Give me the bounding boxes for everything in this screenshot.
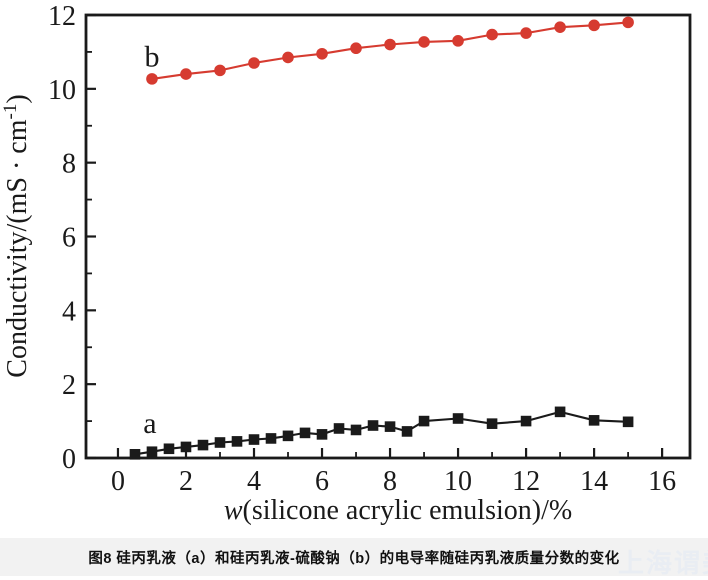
series-b-point <box>214 64 226 77</box>
series-b-point <box>282 51 294 64</box>
y-axis-tick-label: 4 <box>62 296 76 327</box>
series-a-point <box>299 427 311 439</box>
y-axis-tick-label: 6 <box>62 223 76 254</box>
series-a-point <box>588 415 600 426</box>
series-a-point <box>214 437 226 448</box>
series-a-line <box>134 410 629 456</box>
series-b-point <box>248 57 260 69</box>
series-b-point <box>350 42 362 55</box>
series-b-point <box>146 73 158 85</box>
y-axis-tick-label: 2 <box>62 370 76 401</box>
series-a-point <box>520 415 532 427</box>
y-axis-tick-label: 12 <box>48 1 76 32</box>
figure-caption: 图8 硅丙乳液（a）和硅丙乳液-硫酸钠（b）的电导率随硅丙乳液质量分数的变化 <box>88 550 620 567</box>
series-a-point <box>129 449 141 460</box>
series-a-point <box>265 433 277 444</box>
series-b-point <box>486 28 498 41</box>
series-a-point <box>163 443 175 455</box>
caption-band: 图8 硅丙乳液（a）和硅丙乳液-硫酸钠（b）的电导率随硅丙乳液质量分数的变化 <box>0 538 708 576</box>
series-a-point <box>384 421 396 432</box>
x-axis-tick-label: 10 <box>444 466 472 497</box>
series-b-point <box>520 27 532 39</box>
series-a-point <box>350 424 362 436</box>
series-a-point <box>418 415 430 427</box>
y-axis-title: Conductivity/(mS · cm-1) <box>0 94 33 377</box>
x-axis-tick-label: 12 <box>512 466 540 497</box>
series-a-point <box>231 436 243 447</box>
series-a-point <box>197 439 209 451</box>
y-axis-tick-label: 10 <box>48 75 76 106</box>
series-a-point <box>486 418 498 429</box>
series-a-point <box>367 420 379 431</box>
x-axis-title: w(silicone acrylic emulsion)/% <box>224 495 572 526</box>
x-axis-tick-label: 4 <box>247 466 261 497</box>
series-a-point <box>333 423 345 434</box>
series-a-point <box>316 429 328 440</box>
series-b-point <box>588 19 600 32</box>
x-axis-tick-label: 0 <box>111 466 125 497</box>
y-axis-tick-label: 0 <box>62 444 76 475</box>
series-a-point <box>452 413 464 424</box>
series-label-a: a <box>143 407 156 440</box>
series-a-point <box>401 426 413 437</box>
series-a-point <box>282 430 294 442</box>
series-b-point <box>180 68 192 80</box>
series-a-point <box>146 446 158 458</box>
series-a-point <box>554 406 566 418</box>
x-axis-tick-label: 6 <box>315 466 329 497</box>
series-b-point <box>384 38 396 51</box>
series-b-point <box>452 35 464 47</box>
series-a-point <box>180 441 192 453</box>
x-axis-tick-label: 2 <box>179 466 193 497</box>
plot-frame <box>84 13 692 460</box>
y-axis-tick-label: 8 <box>62 149 76 180</box>
x-axis-tick-label: 16 <box>648 466 676 497</box>
series-label-b: b <box>144 41 159 74</box>
series-b-point <box>418 36 430 48</box>
series-b-point <box>554 21 566 33</box>
series-b-point <box>622 16 634 29</box>
series-b-point <box>316 47 328 60</box>
x-axis-tick-label: 14 <box>580 466 608 497</box>
series-a-point <box>622 416 634 428</box>
series-a-point <box>248 434 260 445</box>
x-axis-tick-label: 8 <box>383 466 397 497</box>
